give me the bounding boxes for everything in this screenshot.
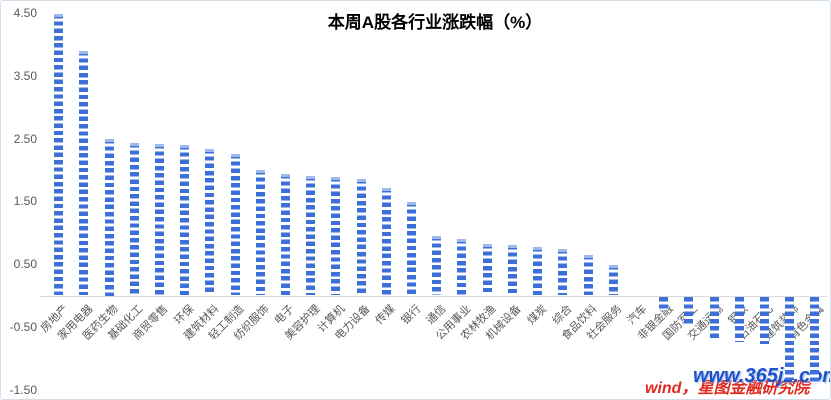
source-watermark: wind，星图金融研究院 <box>645 380 810 397</box>
chart-bar <box>230 153 240 296</box>
y-tick-label: 1.50 <box>13 194 37 209</box>
chart-bar <box>54 13 64 296</box>
chart-bar <box>180 145 190 296</box>
y-tick-label: 0.50 <box>13 257 37 272</box>
y-tick-label: 3.50 <box>13 68 37 83</box>
chart-bar <box>684 296 694 325</box>
chart-bar <box>785 296 795 381</box>
chart-bar <box>331 177 341 296</box>
site-watermark: www.365jz.com <box>693 365 831 387</box>
chart-bar <box>280 174 290 296</box>
chart-bar <box>205 149 215 296</box>
chart-bar <box>381 188 391 296</box>
y-tick-label: 2.50 <box>13 131 37 146</box>
chart-bar <box>507 244 517 296</box>
chart-bar <box>608 265 618 296</box>
chart-bar <box>154 144 164 296</box>
chart-bar <box>558 249 568 296</box>
chart-bar <box>255 169 265 296</box>
chart-bar <box>759 296 769 344</box>
chart-bar <box>407 201 417 296</box>
chart-bar <box>129 142 139 296</box>
chart-bar <box>457 238 467 296</box>
chart-bar <box>734 296 744 342</box>
chart-bar <box>533 246 543 296</box>
chart-bar <box>432 235 442 296</box>
chart-bar <box>583 255 593 296</box>
chart-bar <box>709 296 719 340</box>
zero-axis-line <box>40 296 827 297</box>
chart-bar <box>104 138 114 296</box>
chart-bar <box>810 296 820 383</box>
chart-bar <box>659 296 669 310</box>
y-tick-label: -1.50 <box>9 382 37 397</box>
y-tick-label: 4.50 <box>13 5 37 20</box>
chart-bar <box>356 178 366 296</box>
chart-title: 本周A股各行业涨跌幅（%） <box>327 13 543 32</box>
chart-bar <box>79 51 89 296</box>
chart-bar <box>482 244 492 296</box>
chart-bar <box>306 175 316 296</box>
y-tick-label: -0.50 <box>9 319 37 334</box>
